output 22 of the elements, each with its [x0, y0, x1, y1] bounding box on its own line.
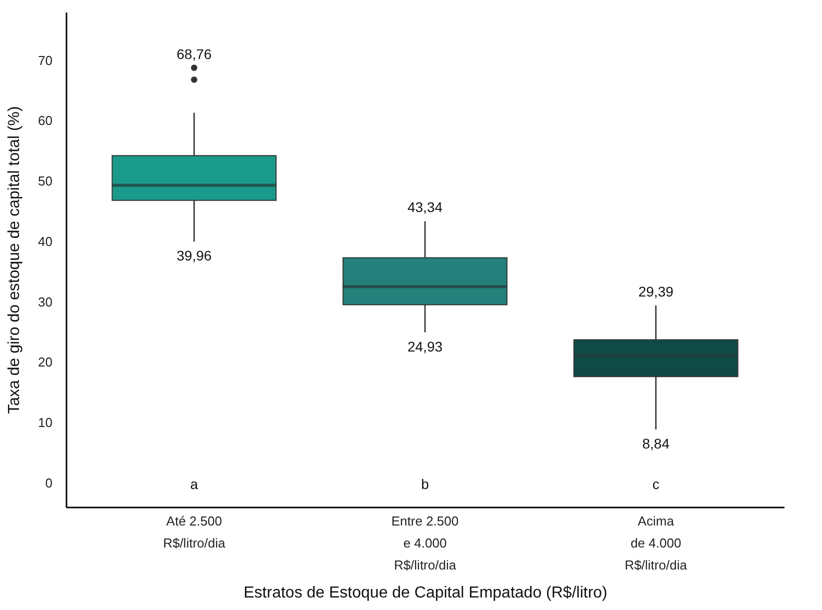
y-axis-title: Taxa de giro do estoque de capital total (%)	[6, 106, 24, 414]
annotation: a	[190, 476, 198, 492]
x-tick-label: Entre 2.500 e 4.000 R$/litro/dia	[391, 514, 459, 572]
annotation: 43,34	[407, 199, 443, 216]
y-tick-label: 70	[38, 52, 52, 68]
annotation: 39,96	[176, 248, 212, 264]
y-tick-label: 10	[38, 414, 52, 430]
annotation: c	[652, 476, 660, 492]
annotation: b	[421, 476, 430, 492]
annotation: 29,39	[638, 283, 674, 300]
y-tick-label: 20	[38, 354, 52, 370]
y-tick-label: 50	[38, 174, 52, 189]
annotation: 24,93	[407, 338, 443, 354]
y-tick-label: 0	[45, 475, 52, 490]
x-tick-label: Até 2.500 R$/litro/dia	[163, 514, 226, 550]
y-tick-label: 60	[38, 113, 52, 128]
y-tick-label: 40	[38, 234, 52, 249]
x-tick-label: Acima de 4.000 R$/litro/dia	[624, 514, 688, 572]
y-tick-label: 30	[38, 294, 52, 310]
annotation: 8,84	[642, 435, 670, 452]
x-axis-title: Estratos de Estoque de Capital Empatado (R$/litro)	[244, 584, 608, 602]
annotation: 68,76	[176, 46, 212, 62]
